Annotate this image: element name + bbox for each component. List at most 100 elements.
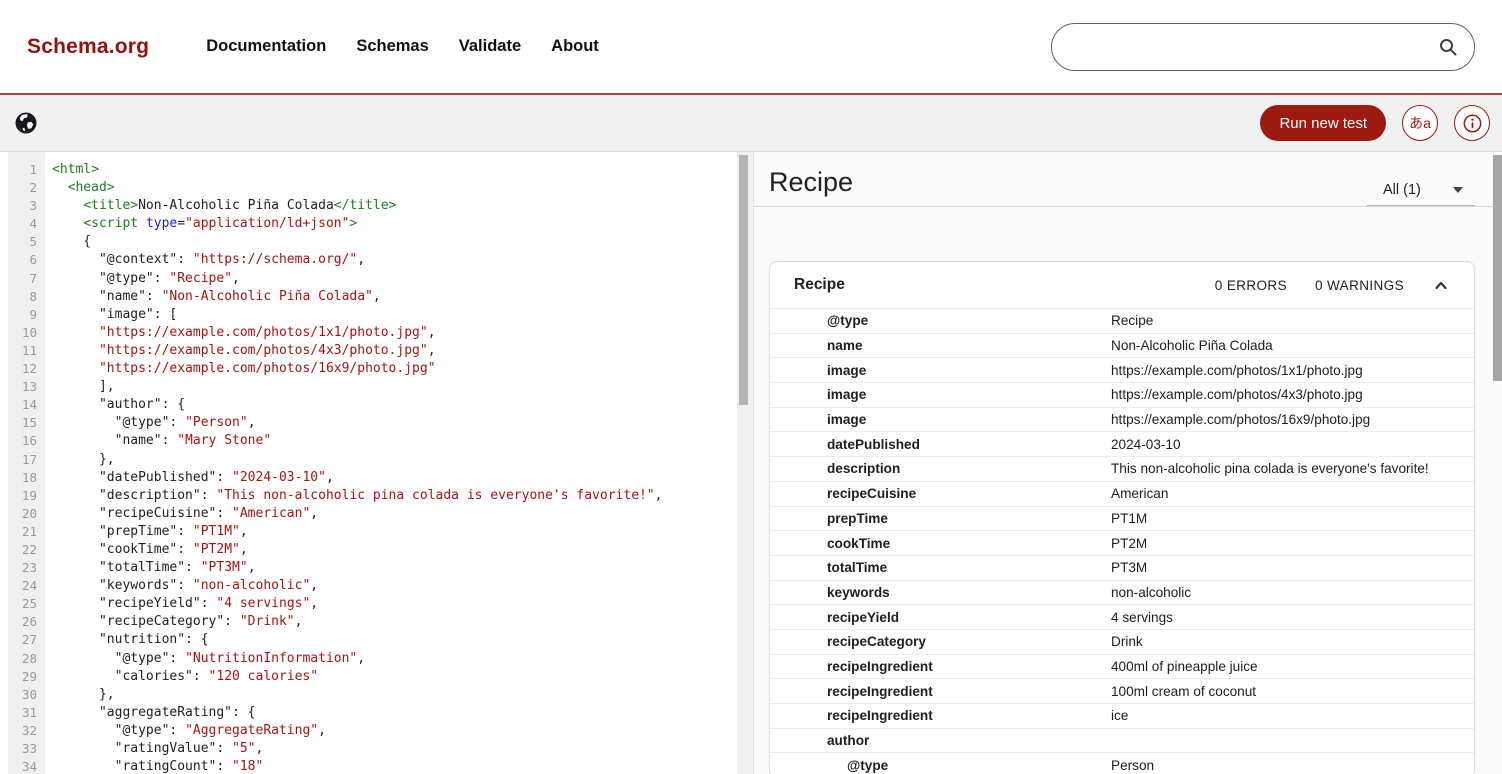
translate-icon: あa <box>1409 115 1431 131</box>
search-input[interactable] <box>1068 23 1438 70</box>
code-line[interactable]: 5 { <box>0 233 737 251</box>
chevron-up-icon[interactable] <box>1432 276 1450 294</box>
code-line[interactable]: 2 <head> <box>0 179 737 197</box>
code-line[interactable]: 9 "image": [ <box>0 306 737 324</box>
chevron-down-icon <box>1453 186 1463 193</box>
code-line[interactable]: 17 }, <box>0 451 737 469</box>
code-line[interactable]: 15 "@type": "Person", <box>0 414 737 432</box>
code-line[interactable]: 33 "ratingValue": "5", <box>0 740 737 758</box>
property-row[interactable]: image https://example.com/photos/4x3/phot… <box>770 382 1474 407</box>
nav-item-about[interactable]: About <box>551 37 599 55</box>
line-number: 25 <box>21 596 37 612</box>
code-line[interactable]: 12 "https://example.com/photos/16x9/phot… <box>0 360 737 378</box>
entity-type-title: Recipe <box>794 276 845 293</box>
code-line[interactable]: 20 "recipeCuisine": "American", <box>0 505 737 523</box>
property-name: description <box>827 461 901 477</box>
code-text: ], <box>52 379 115 395</box>
errors-count: 0 ERRORS <box>1214 277 1287 293</box>
property-row[interactable]: recipeCategory Drink <box>770 628 1474 654</box>
property-row[interactable]: recipeIngredient 400ml of pineapple juice <box>770 653 1474 679</box>
window-scrollbar-thumb[interactable] <box>1493 155 1502 381</box>
code-line[interactable]: 7 "@type": "Recipe", <box>0 270 737 288</box>
entity-filter-dropdown[interactable]: All (1) <box>1367 174 1475 206</box>
line-number: 28 <box>21 650 37 666</box>
line-number: 22 <box>21 541 37 557</box>
property-row[interactable]: keywords non-alcoholic <box>770 579 1474 605</box>
code-line[interactable]: 11 "https://example.com/photos/4x3/photo… <box>0 342 737 360</box>
property-row[interactable]: recipeYield 4 servings <box>770 604 1474 629</box>
property-row[interactable]: image https://example.com/photos/1x1/phot… <box>770 357 1474 383</box>
code-line[interactable]: 24 "keywords": "non-alcoholic", <box>0 577 737 595</box>
code-text: "@type": "Person", <box>52 415 256 431</box>
nav-item-validate[interactable]: Validate <box>458 37 522 55</box>
code-line[interactable]: 29 "calories": "120 calories" <box>0 668 737 686</box>
property-value: non-alcoholic <box>1111 584 1192 600</box>
code-line[interactable]: 21 "prepTime": "PT1M", <box>0 523 737 541</box>
line-number: 2 <box>29 180 37 196</box>
code-line[interactable]: 10 "https://example.com/photos/1x1/photo… <box>0 324 737 342</box>
property-row[interactable]: prepTime PT1M <box>770 505 1474 531</box>
property-row[interactable]: totalTime PT3M <box>770 554 1474 580</box>
code-line[interactable]: 25 "recipeYield": "4 servings", <box>0 595 737 613</box>
code-line[interactable]: 34 "ratingCount": "18" <box>0 758 737 774</box>
code-line[interactable]: 4 <script type="application/ld+json"> <box>0 215 737 233</box>
globe-icon[interactable] <box>14 111 38 135</box>
code-line[interactable]: 16 "name": "Mary Stone" <box>0 432 737 450</box>
recipe-entity-card: Recipe 0 ERRORS 0 WARNINGS @type Recipe na… <box>769 261 1475 774</box>
code-text: "description": "This non-alcoholic pina … <box>52 487 663 503</box>
property-row[interactable]: datePublished 2024-03-10 <box>770 431 1474 457</box>
results-panel: Recipe All (1) Recipe 0 ERRORS 0 WARNING… <box>753 152 1502 774</box>
code-line[interactable]: 28 "@type": "NutritionInformation", <box>0 650 737 668</box>
property-value: https://example.com/photos/4x3/photo.jpg <box>1111 387 1363 403</box>
property-row[interactable]: recipeIngredient 100ml cream of coconut <box>770 678 1474 703</box>
code-line[interactable]: 14 "author": { <box>0 396 737 414</box>
property-value: This non-alcoholic pina colada is everyo… <box>1111 461 1429 477</box>
code-line[interactable]: 30 }, <box>0 686 737 704</box>
info-button[interactable] <box>1454 105 1490 141</box>
translate-button[interactable]: あa <box>1402 105 1438 141</box>
code-line[interactable]: 13 ], <box>0 378 737 396</box>
code-line[interactable]: 32 "@type": "AggregateRating", <box>0 722 737 740</box>
code-line[interactable]: 1 <html> <box>0 161 737 179</box>
property-row[interactable]: @type Recipe <box>770 308 1474 333</box>
property-row[interactable]: cookTime PT2M <box>770 530 1474 555</box>
property-name: cookTime <box>827 535 891 551</box>
code-line[interactable]: 8 "name": "Non-Alcoholic Piña Colada", <box>0 288 737 306</box>
schema-org-logo[interactable]: Schema.org <box>27 34 150 58</box>
search-icon[interactable] <box>1438 37 1458 57</box>
code-text: "recipeYield": "4 servings", <box>52 596 319 612</box>
code-line[interactable]: 6 "@context": "https://schema.org/", <box>0 251 737 269</box>
code-line[interactable]: 31 "aggregateRating": { <box>0 704 737 722</box>
property-row[interactable]: name Non-Alcoholic Piña Colada <box>770 332 1474 358</box>
code-line[interactable]: 19 "description": "This non-alcoholic pi… <box>0 487 737 505</box>
property-row[interactable]: recipeIngredient ice <box>770 703 1474 728</box>
run-new-test-button[interactable]: Run new test <box>1260 105 1386 141</box>
property-row[interactable]: description This non-alcoholic pina colad… <box>770 456 1474 481</box>
code-line[interactable]: 26 "recipeCategory": "Drink", <box>0 613 737 631</box>
property-row[interactable]: recipeCuisine American <box>770 480 1474 506</box>
code-text: "cookTime": "PT2M", <box>52 541 248 557</box>
warnings-count: 0 WARNINGS <box>1314 277 1404 293</box>
property-row[interactable]: @type Person <box>770 752 1474 774</box>
property-name: author <box>827 733 870 749</box>
editor-scrollbar-thumb[interactable] <box>739 155 748 405</box>
code-text: "aggregateRating": { <box>52 704 256 720</box>
line-number: 29 <box>21 668 37 684</box>
code-line[interactable]: 18 "datePublished": "2024-03-10", <box>0 469 737 487</box>
code-line[interactable]: 3 <title>Non-Alcoholic Piña Colada</titl… <box>0 197 737 215</box>
code-text: "recipeCuisine": "American", <box>52 505 319 521</box>
property-name: recipeCuisine <box>827 486 917 502</box>
code-line[interactable]: 27 "nutrition": { <box>0 631 737 649</box>
property-row[interactable]: author <box>770 727 1474 753</box>
line-number: 17 <box>21 451 37 467</box>
code-line[interactable]: 22 "cookTime": "PT2M", <box>0 541 737 559</box>
code-editor[interactable]: 1 <html> 2 <head> 3 <title>Non-Alcoholic Pi… <box>0 152 737 774</box>
code-line[interactable]: 23 "totalTime": "PT3M", <box>0 559 737 577</box>
code-text: "name": "Non-Alcoholic Piña Colada", <box>52 288 381 304</box>
code-text: }, <box>52 451 115 467</box>
property-row[interactable]: image https://example.com/photos/16x9/pho… <box>770 406 1474 432</box>
nav-item-schemas[interactable]: Schemas <box>356 37 429 55</box>
line-number: 7 <box>29 270 37 286</box>
line-number: 34 <box>21 759 37 774</box>
nav-item-documentation[interactable]: Documentation <box>206 37 327 55</box>
